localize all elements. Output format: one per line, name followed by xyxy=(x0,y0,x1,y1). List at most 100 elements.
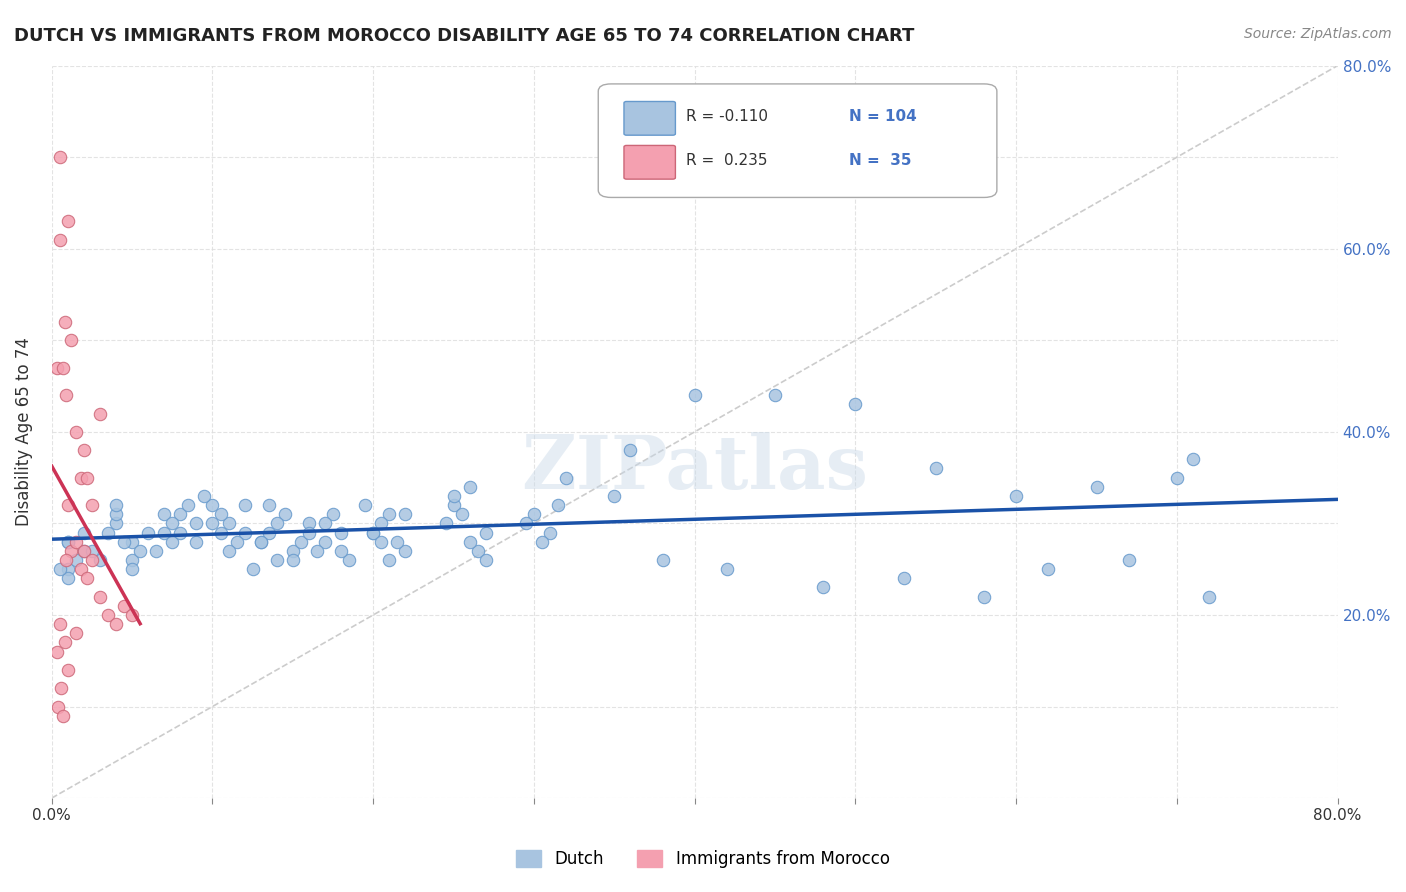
Point xyxy=(209,507,232,521)
Point xyxy=(1085,480,1108,494)
Point xyxy=(121,607,143,622)
Point xyxy=(474,553,496,567)
Point xyxy=(233,525,256,540)
Point xyxy=(218,516,240,531)
Point xyxy=(45,360,67,375)
Point xyxy=(53,315,76,329)
Point xyxy=(201,498,224,512)
Point xyxy=(555,470,578,484)
Point xyxy=(56,663,79,677)
Point xyxy=(76,571,98,585)
Point xyxy=(89,407,111,421)
Point xyxy=(73,443,96,458)
Point xyxy=(56,562,79,576)
Point xyxy=(1198,590,1220,604)
Text: R = -0.110: R = -0.110 xyxy=(686,109,768,124)
Point xyxy=(121,534,143,549)
Point xyxy=(162,534,184,549)
Point xyxy=(145,544,167,558)
Point xyxy=(330,525,353,540)
Point xyxy=(153,525,176,540)
Point xyxy=(387,534,409,549)
Point xyxy=(218,544,240,558)
FancyBboxPatch shape xyxy=(624,102,675,136)
Text: N = 104: N = 104 xyxy=(849,109,917,124)
Point xyxy=(458,534,481,549)
Point xyxy=(65,534,87,549)
Point xyxy=(105,617,128,632)
Point xyxy=(394,507,416,521)
Text: DUTCH VS IMMIGRANTS FROM MOROCCO DISABILITY AGE 65 TO 74 CORRELATION CHART: DUTCH VS IMMIGRANTS FROM MOROCCO DISABIL… xyxy=(14,27,914,45)
Point xyxy=(1038,562,1060,576)
Point xyxy=(49,150,72,164)
Point xyxy=(523,507,546,521)
Point xyxy=(65,425,87,439)
Point xyxy=(56,214,79,228)
Point xyxy=(69,470,91,484)
Point xyxy=(169,525,191,540)
Point xyxy=(73,544,96,558)
Point xyxy=(378,553,401,567)
Point xyxy=(249,534,271,549)
Point xyxy=(53,635,76,649)
Point xyxy=(60,544,83,558)
Point xyxy=(337,553,360,567)
Point xyxy=(281,544,304,558)
Point xyxy=(474,525,496,540)
Point xyxy=(394,544,416,558)
Point xyxy=(112,534,135,549)
Point xyxy=(105,507,128,521)
Point xyxy=(298,525,321,540)
Point xyxy=(45,644,67,658)
Point xyxy=(52,360,75,375)
Point xyxy=(813,581,835,595)
Point xyxy=(89,553,111,567)
Point xyxy=(56,534,79,549)
Point xyxy=(361,525,384,540)
Text: N =  35: N = 35 xyxy=(849,153,911,168)
Point xyxy=(73,544,96,558)
Point xyxy=(763,388,786,402)
Point xyxy=(458,480,481,494)
Point xyxy=(121,562,143,576)
Text: ZIPatlas: ZIPatlas xyxy=(522,432,868,505)
Point xyxy=(274,507,297,521)
Point xyxy=(80,498,103,512)
Text: R =  0.235: R = 0.235 xyxy=(686,153,768,168)
Point xyxy=(49,233,72,247)
Point xyxy=(547,498,569,512)
Point xyxy=(651,553,673,567)
Y-axis label: Disability Age 65 to 74: Disability Age 65 to 74 xyxy=(15,337,32,526)
Point xyxy=(56,498,79,512)
Point xyxy=(330,544,353,558)
Point xyxy=(515,516,537,531)
Point xyxy=(314,534,336,549)
Point xyxy=(266,553,288,567)
Point xyxy=(370,534,392,549)
Point xyxy=(844,397,866,411)
Point xyxy=(186,534,208,549)
Text: Source: ZipAtlas.com: Source: ZipAtlas.com xyxy=(1244,27,1392,41)
FancyBboxPatch shape xyxy=(598,84,997,197)
Point xyxy=(201,516,224,531)
Point xyxy=(619,443,641,458)
Point xyxy=(69,562,91,576)
Point xyxy=(354,498,377,512)
Point xyxy=(153,507,176,521)
Point xyxy=(893,571,915,585)
Point xyxy=(56,571,79,585)
Point xyxy=(257,525,280,540)
Point xyxy=(76,470,98,484)
Point xyxy=(538,525,561,540)
Point xyxy=(49,562,72,576)
Point xyxy=(683,388,706,402)
Point xyxy=(65,553,87,567)
Point xyxy=(281,553,304,567)
Point xyxy=(169,507,191,521)
Point xyxy=(257,498,280,512)
Point xyxy=(716,562,738,576)
Point xyxy=(177,498,200,512)
Point xyxy=(290,534,312,549)
Point xyxy=(80,544,103,558)
Point xyxy=(186,516,208,531)
